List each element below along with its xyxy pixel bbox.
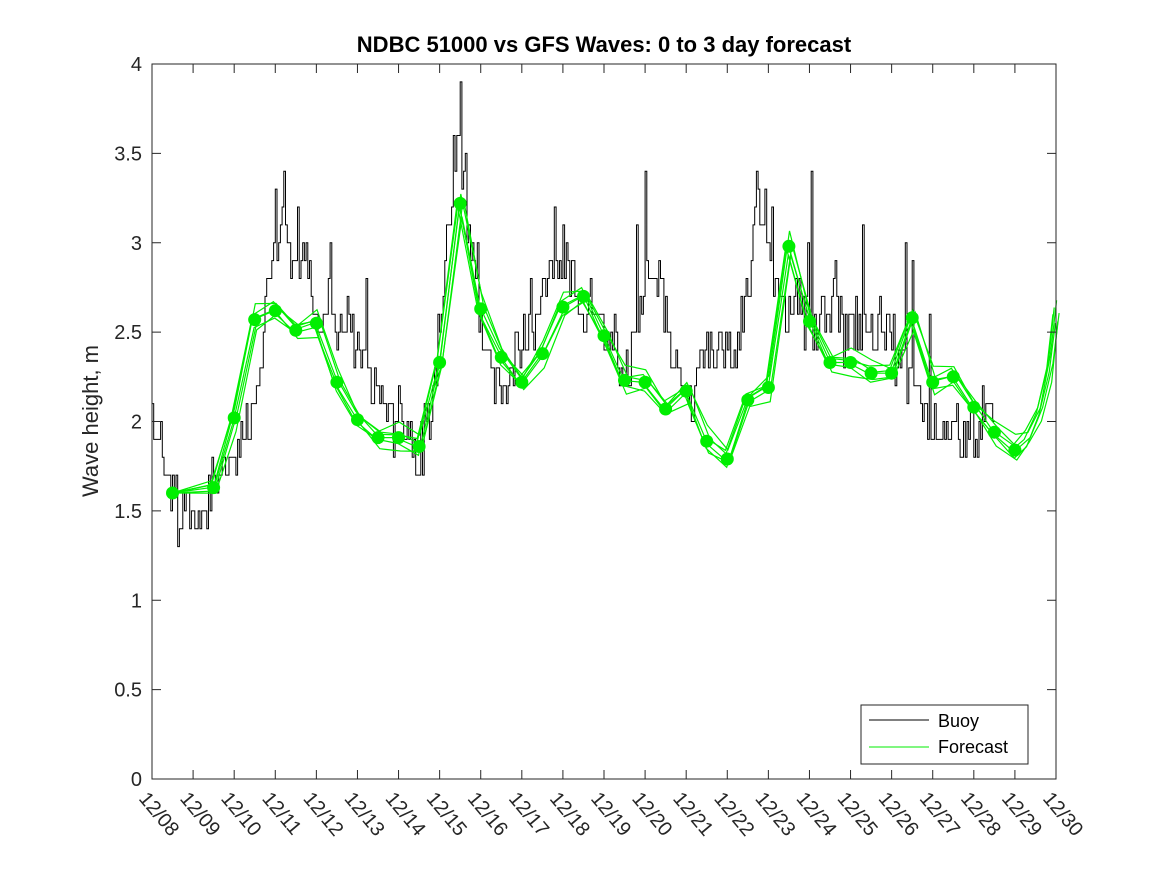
forecast-point [330, 375, 344, 389]
buoy-line [152, 81, 995, 548]
forecast-point [392, 431, 405, 445]
forecast-point [577, 289, 590, 303]
forecast-point [844, 356, 857, 369]
forecast-point [248, 313, 262, 327]
forecast-point [535, 347, 549, 361]
legend-box [860, 704, 1029, 765]
forecast-point [494, 350, 508, 364]
forecast-point [309, 316, 323, 330]
y-tick-label: 4 [131, 54, 142, 76]
forecast-point [638, 375, 652, 389]
legend-forecast-label: Forecast [938, 737, 1008, 757]
forecast-point [905, 311, 919, 325]
forecast-point [926, 375, 940, 389]
forecast-point [679, 384, 693, 398]
forecast-point [946, 370, 960, 384]
forecast-point [823, 356, 837, 369]
y-axis-label: Wave height, m [78, 345, 103, 497]
forecast-point [207, 481, 221, 495]
forecast-point [597, 329, 611, 343]
y-tick-label: 0.5 [114, 680, 142, 702]
legend: Buoy Forecast [860, 704, 1029, 765]
forecast-point [556, 300, 570, 314]
forecast-point [803, 314, 816, 328]
legend-buoy-label: Buoy [938, 711, 979, 731]
forecast-point [864, 366, 878, 380]
forecast-point [782, 239, 796, 253]
y-tick-label: 0 [131, 769, 142, 791]
forecast-point [453, 196, 467, 210]
y-tick-label: 1 [131, 590, 142, 612]
forecast-point [967, 400, 981, 414]
forecast-point [515, 375, 529, 389]
forecast-point [351, 413, 364, 427]
forecast-point [268, 304, 282, 318]
y-tick-label: 1.5 [114, 501, 142, 523]
y-tick-label: 2.5 [114, 322, 142, 344]
y-tick-label: 2 [131, 412, 142, 434]
y-tick-label: 3 [131, 233, 142, 255]
forecast-point [659, 402, 673, 416]
forecast-run-line [172, 193, 1058, 494]
forecast-point [761, 381, 775, 394]
forecast-point [1008, 443, 1022, 457]
forecast-point [166, 486, 179, 500]
forecast-point [227, 411, 241, 425]
forecast-point [618, 373, 631, 387]
forecast-point [720, 452, 734, 466]
plot-area [152, 64, 1056, 779]
y-tick-label: 3.5 [114, 143, 142, 165]
forecast-point [412, 440, 426, 453]
forecast-point [433, 356, 447, 369]
forecast-point [289, 323, 303, 337]
forecast-point [885, 366, 899, 380]
series-layer [152, 81, 1060, 548]
forecast-point [741, 393, 755, 407]
forecast-point [700, 434, 714, 448]
forecast-point [371, 431, 385, 445]
forecast-run-line [172, 201, 1055, 494]
chart-title: NDBC 51000 vs GFS Waves: 0 to 3 day fore… [357, 32, 852, 57]
forecast-point [474, 302, 488, 316]
forecast-point [987, 425, 1001, 439]
